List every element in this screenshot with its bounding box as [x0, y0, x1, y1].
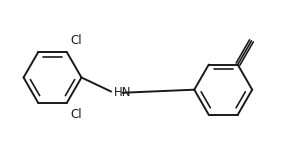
Text: HN: HN: [113, 86, 131, 99]
Text: Cl: Cl: [70, 108, 82, 121]
Text: Cl: Cl: [71, 34, 82, 47]
